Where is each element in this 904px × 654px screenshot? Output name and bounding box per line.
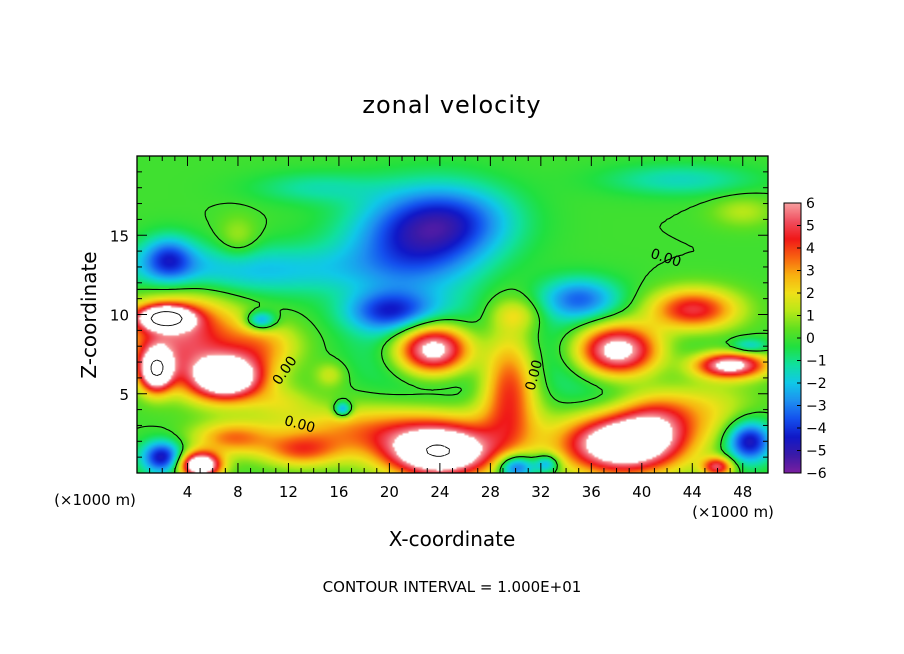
x-axis-unit-label-right: (×1000 m) <box>692 503 774 521</box>
colorbar-tick-label: 0 <box>806 331 815 347</box>
colorbar-tick-label: −1 <box>806 354 827 370</box>
colorbar-tick-label: 2 <box>806 286 815 302</box>
contour-dashed-line <box>150 311 450 457</box>
x-tick-label: 44 <box>683 483 702 501</box>
x-tick-label: 32 <box>531 483 550 501</box>
colorbar-tick-label: 4 <box>806 241 815 257</box>
colorbar-tick-label: −3 <box>806 399 827 415</box>
x-tick-label: 12 <box>279 483 298 501</box>
colorbar-tick-label: −2 <box>806 376 827 392</box>
x-tick-label: 48 <box>733 483 752 501</box>
colorbar-tick-label: −4 <box>806 421 827 437</box>
velocity-field <box>137 156 768 473</box>
x-tick-label: 4 <box>183 483 193 501</box>
contour-interval-note: CONTOUR INTERVAL = 1.000E+01 <box>323 578 582 596</box>
y-axis-label: Z-coordinate <box>77 251 101 378</box>
x-tick-label: 40 <box>632 483 651 501</box>
x-axis: 4 8 12 16 20 24 28 32 36 40 44 48 <box>149 156 756 501</box>
x-tick-label: 20 <box>380 483 399 501</box>
chart-title: zonal velocity <box>362 91 541 119</box>
contour-label: 0.00 <box>523 358 547 392</box>
colorbar-tick-label: −5 <box>806 444 827 460</box>
x-tick-label: 28 <box>481 483 500 501</box>
contour-label: 0.00 <box>282 413 316 437</box>
colorbar-gradient <box>784 203 801 473</box>
x-tick-label: 8 <box>233 483 243 501</box>
colorbar-tick-label: 1 <box>806 309 815 325</box>
colorbar-tick-label: −6 <box>806 466 827 482</box>
y-tick-label: 5 <box>119 386 129 404</box>
y-axis: 5 10 15 <box>110 171 768 458</box>
x-axis-unit-label: (×1000 m) <box>54 491 136 509</box>
y-tick-label: 10 <box>110 307 129 325</box>
y-tick-label: 15 <box>110 227 129 245</box>
x-tick-label: 36 <box>582 483 601 501</box>
x-tick-label: 24 <box>430 483 449 501</box>
colorbar-tick-label: 5 <box>806 219 815 235</box>
x-axis-label: X-coordinate <box>389 527 516 551</box>
colorbar-tick-label: 6 <box>806 196 815 212</box>
colorbar: 6 5 4 3 2 1 0 −1 −2 −3 −4 −5 −6 <box>783 196 827 482</box>
x-tick-label: 16 <box>329 483 348 501</box>
colorbar-tick-label: 3 <box>806 264 815 280</box>
plot-area: 0.000.000.000.00 <box>136 155 769 474</box>
